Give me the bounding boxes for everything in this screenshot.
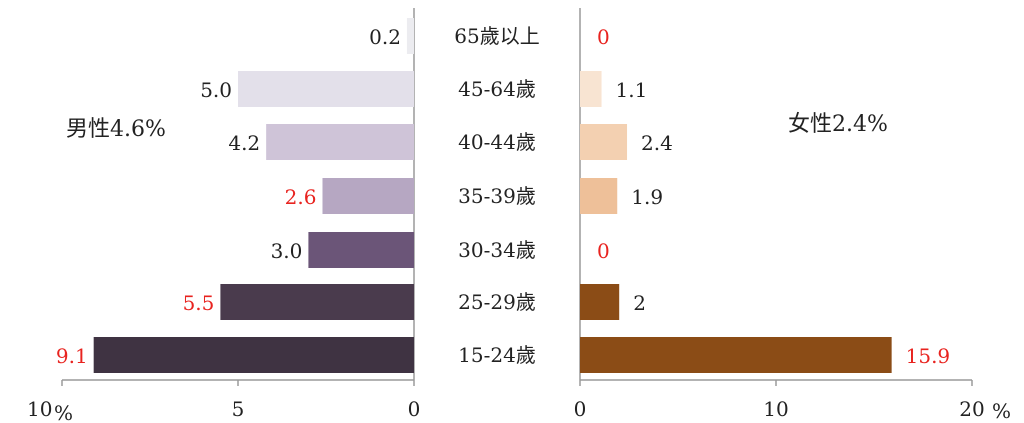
- bars: [93, 18, 892, 373]
- male-data-label: 5.5: [183, 291, 215, 315]
- male-bar: [238, 71, 414, 107]
- category-label: 25-29歲: [458, 290, 536, 314]
- right-x-tick-label: 10: [763, 397, 788, 421]
- male-bar: [322, 178, 414, 214]
- female-bar: [580, 71, 602, 107]
- male-bar: [266, 124, 414, 160]
- male-data-label: 2.6: [285, 185, 317, 209]
- category-label: 65歲以上: [454, 24, 539, 48]
- male-data-label: 0.2: [369, 25, 401, 49]
- left-x-tick-label: 10: [27, 397, 52, 421]
- male-data-label: 5.0: [200, 78, 232, 102]
- left-x-unit: %: [54, 401, 73, 423]
- female-data-label: 2: [633, 291, 646, 315]
- right-x-unit: %: [992, 399, 1011, 423]
- female-bar: [580, 284, 620, 320]
- male-data-label: 4.2: [228, 131, 260, 155]
- male-bar: [308, 232, 414, 268]
- left-x-tick-label: 0: [408, 397, 421, 421]
- male-data-label: 3.0: [271, 239, 303, 263]
- category-label: 45-64歲: [458, 77, 536, 101]
- male-data-label: 9.1: [56, 344, 88, 368]
- female-bar: [580, 124, 628, 160]
- female-data-label: 1.1: [616, 78, 648, 102]
- category-label: 30-34歲: [458, 238, 536, 262]
- right-x-tick-label: 0: [574, 397, 587, 421]
- male-bar: [220, 284, 414, 320]
- male-series-name: 男性4.6%: [66, 117, 166, 142]
- labels: 65歲以上 45-64歲 40-44歲 35-39歲 30-34歲 25-29歲 15-24…: [56, 24, 950, 368]
- male-bar: [406, 18, 414, 54]
- left-x-tick-label: 5: [232, 397, 245, 421]
- male-bar: [93, 337, 415, 373]
- category-label: 40-44歲: [458, 130, 536, 154]
- female-data-label: 0: [597, 25, 610, 49]
- female-bar: [580, 337, 892, 373]
- category-label: 35-39歲: [458, 184, 536, 208]
- female-bar: [580, 178, 618, 214]
- axes: 10 5 0 0 10 20%%: [27, 8, 1011, 423]
- female-data-label: 1.9: [631, 185, 663, 209]
- right-x-tick-label: 20: [959, 397, 984, 421]
- female-series-name: 女性2.4%: [788, 112, 888, 137]
- female-data-label: 0: [597, 239, 610, 263]
- female-data-label: 2.4: [641, 131, 673, 155]
- category-label: 15-24歲: [458, 343, 536, 367]
- female-data-label: 15.9: [906, 344, 951, 368]
